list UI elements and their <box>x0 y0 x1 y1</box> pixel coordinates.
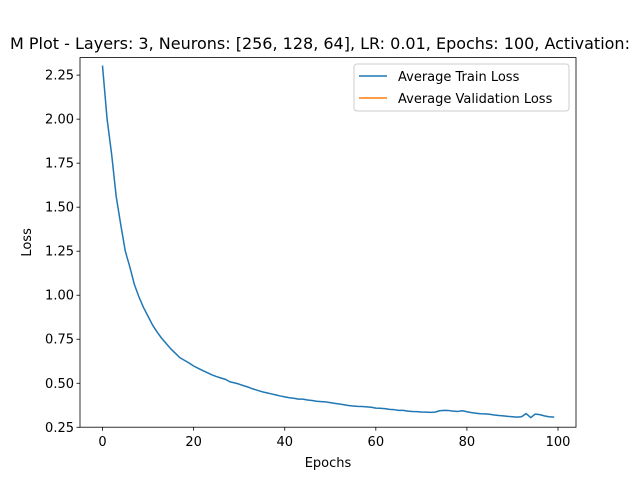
y-tick-label: 0.50 <box>45 377 74 392</box>
x-tick-label: 100 <box>546 435 571 450</box>
y-tick-label: 1.25 <box>45 245 74 260</box>
x-tick-label: 20 <box>185 435 202 450</box>
axes-frame <box>79 57 577 428</box>
legend: Average Train Loss Average Validation Lo… <box>353 63 570 112</box>
x-axis: 0 20 40 60 80 100 <box>98 427 570 450</box>
y-tick-label: 1.00 <box>45 289 74 304</box>
legend-box <box>353 63 570 112</box>
x-axis-label: Epochs <box>305 456 352 471</box>
y-tick-label: 2.25 <box>45 69 74 84</box>
x-tick-label: 0 <box>98 435 106 450</box>
x-tick-label: 60 <box>368 435 385 450</box>
legend-label-validation: Average Validation Loss <box>398 92 553 107</box>
y-tick-label: 1.50 <box>45 201 74 216</box>
plot-area <box>101 65 555 419</box>
y-axis-label: Loss <box>20 228 35 257</box>
y-tick-label: 0.75 <box>45 333 74 348</box>
series-line-train <box>101 65 555 419</box>
x-tick-label: 80 <box>459 435 476 450</box>
y-tick-label: 1.75 <box>45 157 74 172</box>
x-tick-label: 40 <box>276 435 293 450</box>
y-axis: 0.25 0.50 0.75 1.00 1.25 1.50 1.75 2.00 2.25 <box>45 69 80 436</box>
legend-label-train: Average Train Loss <box>398 70 520 85</box>
y-tick-label: 2.00 <box>45 113 74 128</box>
chart-title: M Plot - Layers: 3, Neurons: [256, 128, … <box>10 34 630 53</box>
y-tick-label: 0.25 <box>45 421 74 436</box>
